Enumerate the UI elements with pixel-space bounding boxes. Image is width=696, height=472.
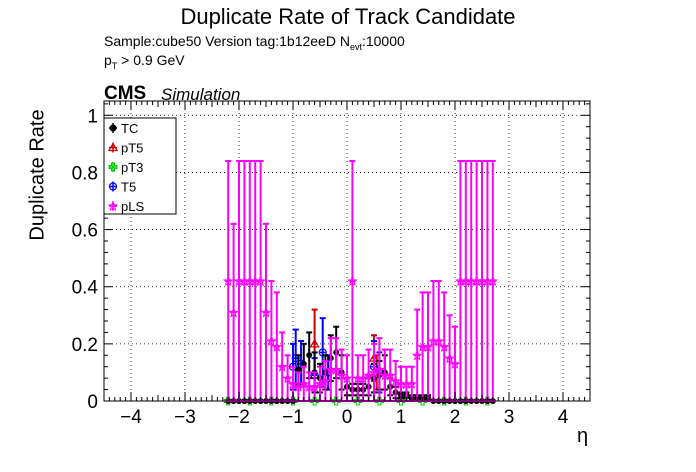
data-point-marker: [449, 358, 461, 370]
data-point-marker: [438, 341, 450, 352]
data-point-marker: [222, 275, 234, 287]
legend-marker: [109, 124, 117, 132]
x-tick-label: 4: [558, 407, 569, 428]
data-point-marker: [282, 372, 293, 384]
data-point-marker: [347, 275, 358, 287]
data-point-marker: [271, 341, 283, 352]
data-point-marker: [411, 350, 423, 361]
legend-entry-t5: T5: [108, 180, 136, 195]
data-point-marker: [487, 275, 499, 287]
data-point-marker: [374, 364, 385, 375]
legend-marker: [107, 142, 119, 152]
legend-marker: [108, 182, 118, 191]
cms-label: CMS: [104, 83, 147, 104]
pt-cut-value: > 0.9 GeV: [117, 52, 185, 68]
pt-symbol: p: [104, 52, 112, 68]
data-point-marker: [330, 364, 342, 375]
data-point-marker: [310, 396, 320, 406]
y-tick-label: 0.8: [72, 163, 98, 184]
nevt-value: :10000: [361, 33, 405, 49]
data-point-marker: [298, 378, 310, 390]
simulation-label: Simulation: [161, 85, 241, 104]
data-point-marker: [353, 396, 363, 406]
y-tick-label: 0.6: [72, 221, 98, 242]
data-point-marker: [276, 361, 288, 372]
data-point-marker: [320, 375, 331, 387]
x-tick-label: −3: [174, 407, 196, 428]
data-point-marker: [295, 366, 302, 373]
y-tick-label: 1: [87, 106, 98, 127]
axes: −4 −3 −2 −1 0 1 2 3 4 0 0.2 0.4 0.6 0.8 1: [72, 101, 591, 428]
legend-label: pLS: [121, 199, 144, 214]
legend: TC pT5 pT3 T5 pLS: [103, 117, 177, 215]
nevt-subscript: evt: [349, 41, 362, 52]
data-point-marker: [331, 396, 341, 406]
x-tick-label: 0: [342, 407, 353, 428]
legend-entry-pt3: pT3: [108, 160, 143, 175]
y-tick-label: 0.4: [72, 278, 99, 299]
legend-label: pT3: [121, 160, 143, 175]
legend-marker: [108, 162, 118, 172]
sample-label: Sample:cube50 Version tag:1b12eeD N: [104, 33, 350, 49]
legend-label: T5: [121, 180, 136, 195]
x-tick-label: 2: [450, 407, 461, 428]
data-point-marker: [341, 372, 353, 384]
legend-entry-tc: TC: [109, 121, 138, 136]
series-pls: [222, 160, 499, 402]
y-tick-label: 0.2: [72, 335, 98, 356]
data-point-marker: [266, 335, 277, 347]
legend-marker: [107, 200, 119, 212]
data-point-marker: [306, 352, 313, 359]
data-point-marker: [433, 335, 445, 347]
legend-label: pT5: [121, 141, 143, 156]
x-tick-label: −1: [282, 407, 304, 428]
legend-entry-pt5: pT5: [107, 141, 143, 156]
data-point-marker: [300, 360, 307, 367]
data-point-marker: [309, 338, 320, 348]
x-tick-label: −2: [228, 407, 250, 428]
data-point-marker: [255, 275, 266, 287]
data-point-marker: [422, 341, 434, 352]
data-point-marker: [228, 307, 239, 318]
chart-title: Duplicate Rate of Track Candidate: [180, 4, 516, 29]
pt-cut-line: pT > 0.9 GeV: [104, 52, 185, 71]
data-point-marker: [336, 370, 347, 381]
data-point-marker: [374, 396, 384, 406]
data-point-marker: [260, 307, 272, 318]
pt-subscript: T: [111, 60, 118, 71]
data-point-marker: [287, 378, 299, 390]
legend-label: TC: [121, 121, 138, 136]
series-layer: [222, 160, 499, 406]
legend-entry-pls: pLS: [107, 199, 144, 214]
sample-info-line: Sample:cube50 Version tag:1b12eeD Nevt:1…: [104, 33, 405, 52]
data-point-marker: [406, 378, 418, 390]
x-tick-label: 3: [504, 407, 515, 428]
y-tick-label: 0: [87, 392, 98, 413]
x-tick-label: 1: [396, 407, 407, 428]
data-point-marker: [444, 352, 455, 364]
x-tick-label: −4: [120, 407, 142, 428]
x-axis-label: η: [577, 425, 589, 447]
data-point-marker: [390, 375, 401, 387]
data-point-marker: [384, 370, 396, 381]
